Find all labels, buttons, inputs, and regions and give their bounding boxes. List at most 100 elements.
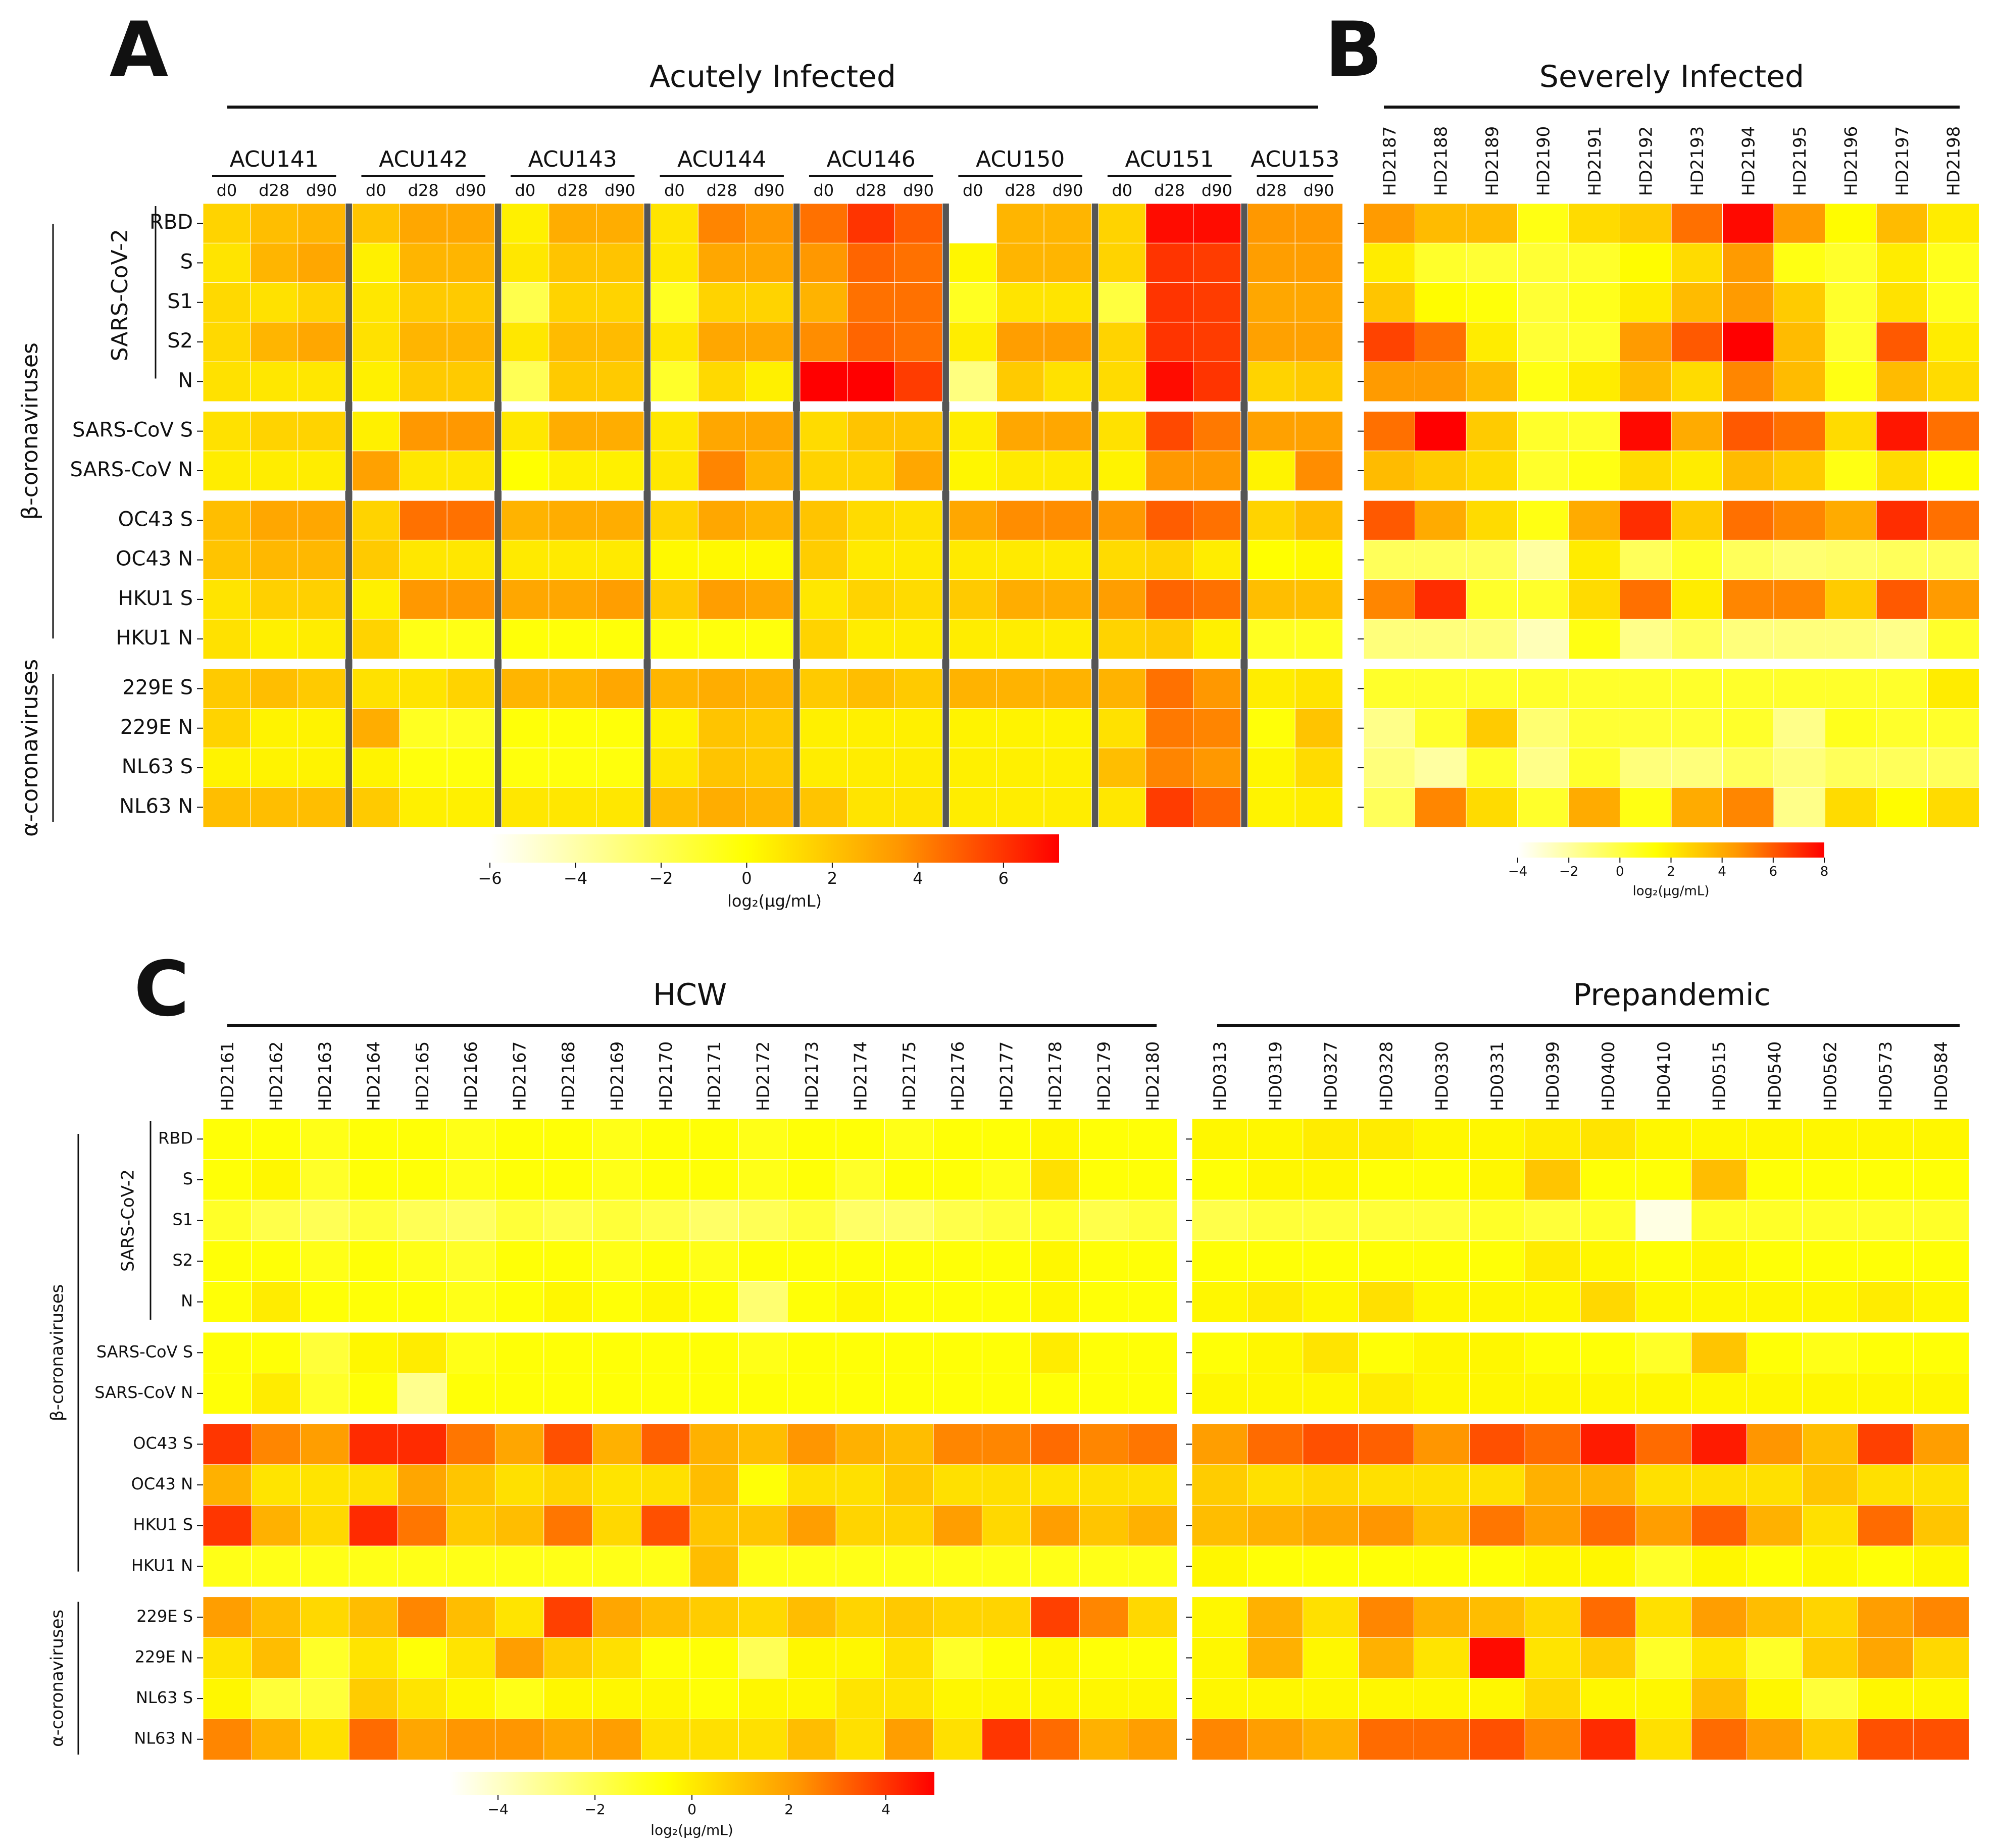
heatmap-cell-b: [1876, 579, 1928, 620]
timepoint-label: d90: [306, 181, 337, 200]
heatmap-cell-prepandemic: [1469, 1200, 1526, 1241]
heatmap-cell-b: [1876, 539, 1928, 580]
heatmap-cell-a: [596, 668, 644, 709]
heatmap-cell-a: [894, 747, 943, 788]
heatmap-cell-b: [1568, 203, 1621, 244]
heatmap-cell-hcw: [933, 1423, 983, 1465]
heatmap-cell-a: [650, 787, 699, 828]
heatmap-cell-a: [996, 203, 1045, 244]
heatmap-cell-b: [1825, 539, 1877, 580]
heatmap-cell-b: [1568, 619, 1621, 660]
heatmap-cell-prepandemic: [1580, 1464, 1636, 1506]
heatmap-cell-a: [250, 361, 298, 402]
heatmap-cell-a: [446, 361, 495, 402]
heatmap-cell-a: [1294, 322, 1343, 363]
column-label-b: HD2194: [1738, 126, 1759, 196]
heatmap-cell-hcw: [543, 1159, 593, 1201]
sars-cov-2-group-label-c: SARS-CoV-2: [118, 1169, 138, 1272]
heatmap-cell-b: [1927, 242, 1979, 283]
column-label-prepandemic: HD0584: [1931, 1041, 1952, 1111]
heatmap-cell-a: [949, 203, 998, 244]
heatmap-cell-a: [800, 322, 848, 363]
heatmap-cell-prepandemic: [1635, 1240, 1692, 1282]
heatmap-cell-hcw: [835, 1464, 885, 1506]
heatmap-cell-b: [1927, 322, 1979, 363]
heatmap-cell-a: [1247, 203, 1296, 244]
heatmap-cell-hcw: [884, 1678, 934, 1720]
heatmap-cell-prepandemic: [1857, 1505, 1914, 1546]
column-label-b: HD2187: [1380, 126, 1400, 196]
heatmap-cell-prepandemic: [1524, 1159, 1581, 1201]
heatmap-cell-a: [996, 619, 1045, 660]
timepoint-label: d28: [856, 181, 886, 200]
heatmap-cell-hcw: [1079, 1718, 1129, 1760]
heatmap-cell-b: [1825, 242, 1877, 283]
timepoint-label: d90: [1304, 181, 1334, 200]
heatmap-cell-hcw: [933, 1373, 983, 1415]
heatmap-cell-b: [1773, 619, 1826, 660]
heatmap-cell-a: [352, 787, 401, 828]
heatmap-cell-b: [1825, 451, 1877, 491]
heatmap-cell-b: [1620, 668, 1672, 709]
column-label-b: HD2188: [1431, 126, 1451, 196]
heatmap-cell-a: [596, 579, 644, 620]
heatmap-cell-a: [1247, 500, 1296, 541]
heatmap-cell-b: [1568, 708, 1621, 748]
column-label-prepandemic: HD0562: [1820, 1041, 1840, 1111]
heatmap-cell-hcw: [494, 1596, 544, 1638]
heatmap-cell-hcw: [348, 1718, 398, 1760]
heatmap-cell-prepandemic: [1469, 1423, 1526, 1465]
heatmap-cell-a: [548, 539, 597, 580]
heatmap-cell-prepandemic: [1524, 1637, 1581, 1679]
heatmap-cell-a: [1145, 539, 1194, 580]
heatmap-cell-a: [996, 500, 1045, 541]
heatmap-cell-a: [1145, 787, 1194, 828]
heatmap-cell-b: [1722, 708, 1774, 748]
heatmap-cell-hcw: [494, 1332, 544, 1374]
heatmap-cell-b: [1722, 668, 1774, 709]
heatmap-cell-a: [996, 322, 1045, 363]
heatmap-cell-prepandemic: [1524, 1596, 1581, 1638]
heatmap-cell-prepandemic: [1747, 1281, 1803, 1323]
heatmap-cell-a: [1098, 787, 1146, 828]
heatmap-cell-a: [800, 203, 848, 244]
heatmap-cell-hcw: [397, 1281, 447, 1323]
heatmap-cell-prepandemic: [1247, 1240, 1304, 1282]
heatmap-cell-prepandemic: [1857, 1118, 1914, 1160]
heatmap-cell-a: [847, 361, 895, 402]
heatmap-cell-prepandemic: [1635, 1718, 1692, 1760]
heatmap-cell-hcw: [787, 1332, 837, 1374]
heatmap-cell-prepandemic: [1413, 1281, 1470, 1323]
heatmap-cell-hcw: [592, 1159, 642, 1201]
heatmap-cell-prepandemic: [1580, 1200, 1636, 1241]
heatmap-cell-a: [250, 539, 298, 580]
heatmap-cell-a: [203, 668, 251, 709]
heatmap-cell-prepandemic: [1247, 1505, 1304, 1546]
heatmap-cell-hcw: [981, 1240, 1031, 1282]
heatmap-cell-hcw: [348, 1281, 398, 1323]
heatmap-cell-b: [1722, 747, 1774, 788]
heatmap-cell-a: [1193, 787, 1241, 828]
heatmap-cell-a: [1098, 539, 1146, 580]
heatmap-cell-hcw: [348, 1423, 398, 1465]
heatmap-cell-hcw: [933, 1545, 983, 1587]
column-label-hcw: HD2165: [413, 1041, 433, 1111]
heatmap-cell-a: [745, 619, 793, 660]
heatmap-cell-prepandemic: [1191, 1118, 1248, 1160]
heatmap-cell-hcw: [300, 1118, 350, 1160]
heatmap-cell-b: [1876, 322, 1928, 363]
heatmap-cell-hcw: [1030, 1505, 1080, 1546]
heatmap-cell-a: [297, 619, 346, 660]
heatmap-cell-a: [1247, 361, 1296, 402]
row-label-a: S: [180, 250, 193, 273]
heatmap-cell-hcw: [641, 1678, 690, 1720]
heatmap-cell-b: [1773, 322, 1826, 363]
heatmap-cell-b: [1363, 708, 1416, 748]
heatmap-cell-prepandemic: [1524, 1118, 1581, 1160]
heatmap-cell-hcw: [738, 1545, 788, 1587]
heatmap-cell-a: [697, 579, 746, 620]
heatmap-cell-a: [501, 619, 550, 660]
heatmap-cell-b: [1620, 411, 1672, 452]
heatmap-cell-b: [1415, 787, 1467, 828]
heatmap-cell-a: [1294, 619, 1343, 660]
